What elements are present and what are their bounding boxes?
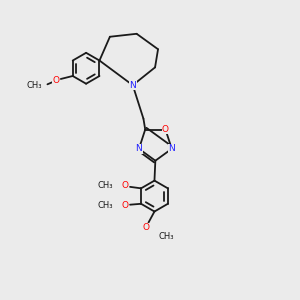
Text: O: O [121,201,128,210]
Text: CH₃: CH₃ [98,181,113,190]
Text: N: N [136,144,142,153]
Text: O: O [121,181,128,190]
Text: CH₃: CH₃ [98,201,113,210]
Text: CH₃: CH₃ [27,81,42,90]
Text: O: O [142,224,150,232]
Text: CH₃: CH₃ [159,232,174,241]
Text: N: N [168,144,175,153]
Text: O: O [53,76,60,85]
Text: O: O [162,125,169,134]
Text: N: N [129,81,136,90]
